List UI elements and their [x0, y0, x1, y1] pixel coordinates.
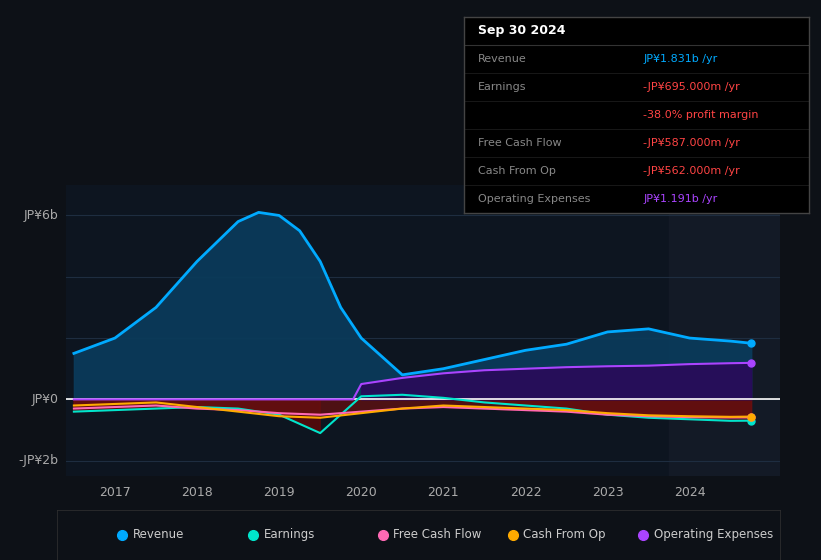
Text: Earnings: Earnings: [264, 528, 314, 542]
Text: Free Cash Flow: Free Cash Flow: [393, 528, 482, 542]
Text: Sep 30 2024: Sep 30 2024: [478, 24, 565, 38]
Text: 2021: 2021: [428, 486, 459, 500]
Text: 2019: 2019: [264, 486, 295, 500]
Text: Operating Expenses: Operating Expenses: [478, 194, 590, 204]
Text: JP¥0: JP¥0: [31, 393, 58, 406]
Text: Free Cash Flow: Free Cash Flow: [478, 138, 562, 148]
Text: 2017: 2017: [99, 486, 131, 500]
Text: -JP¥587.000m /yr: -JP¥587.000m /yr: [643, 138, 740, 148]
Text: 2022: 2022: [510, 486, 541, 500]
Text: JP¥1.191b /yr: JP¥1.191b /yr: [643, 194, 718, 204]
Text: -JP¥695.000m /yr: -JP¥695.000m /yr: [643, 82, 740, 92]
Text: 2020: 2020: [346, 486, 377, 500]
Text: JP¥1.831b /yr: JP¥1.831b /yr: [643, 54, 718, 64]
Text: 2018: 2018: [181, 486, 213, 500]
Text: Earnings: Earnings: [478, 82, 526, 92]
Text: Cash From Op: Cash From Op: [478, 166, 556, 176]
Text: 2024: 2024: [674, 486, 705, 500]
Text: Revenue: Revenue: [478, 54, 526, 64]
Text: 2023: 2023: [592, 486, 623, 500]
Text: Cash From Op: Cash From Op: [524, 528, 606, 542]
Bar: [669, 185, 788, 476]
Text: -JP¥2b: -JP¥2b: [19, 454, 58, 467]
Text: -38.0% profit margin: -38.0% profit margin: [643, 110, 759, 120]
Text: Operating Expenses: Operating Expenses: [654, 528, 773, 542]
Text: Revenue: Revenue: [133, 528, 185, 542]
Text: JP¥6b: JP¥6b: [24, 209, 58, 222]
Text: -JP¥562.000m /yr: -JP¥562.000m /yr: [643, 166, 740, 176]
